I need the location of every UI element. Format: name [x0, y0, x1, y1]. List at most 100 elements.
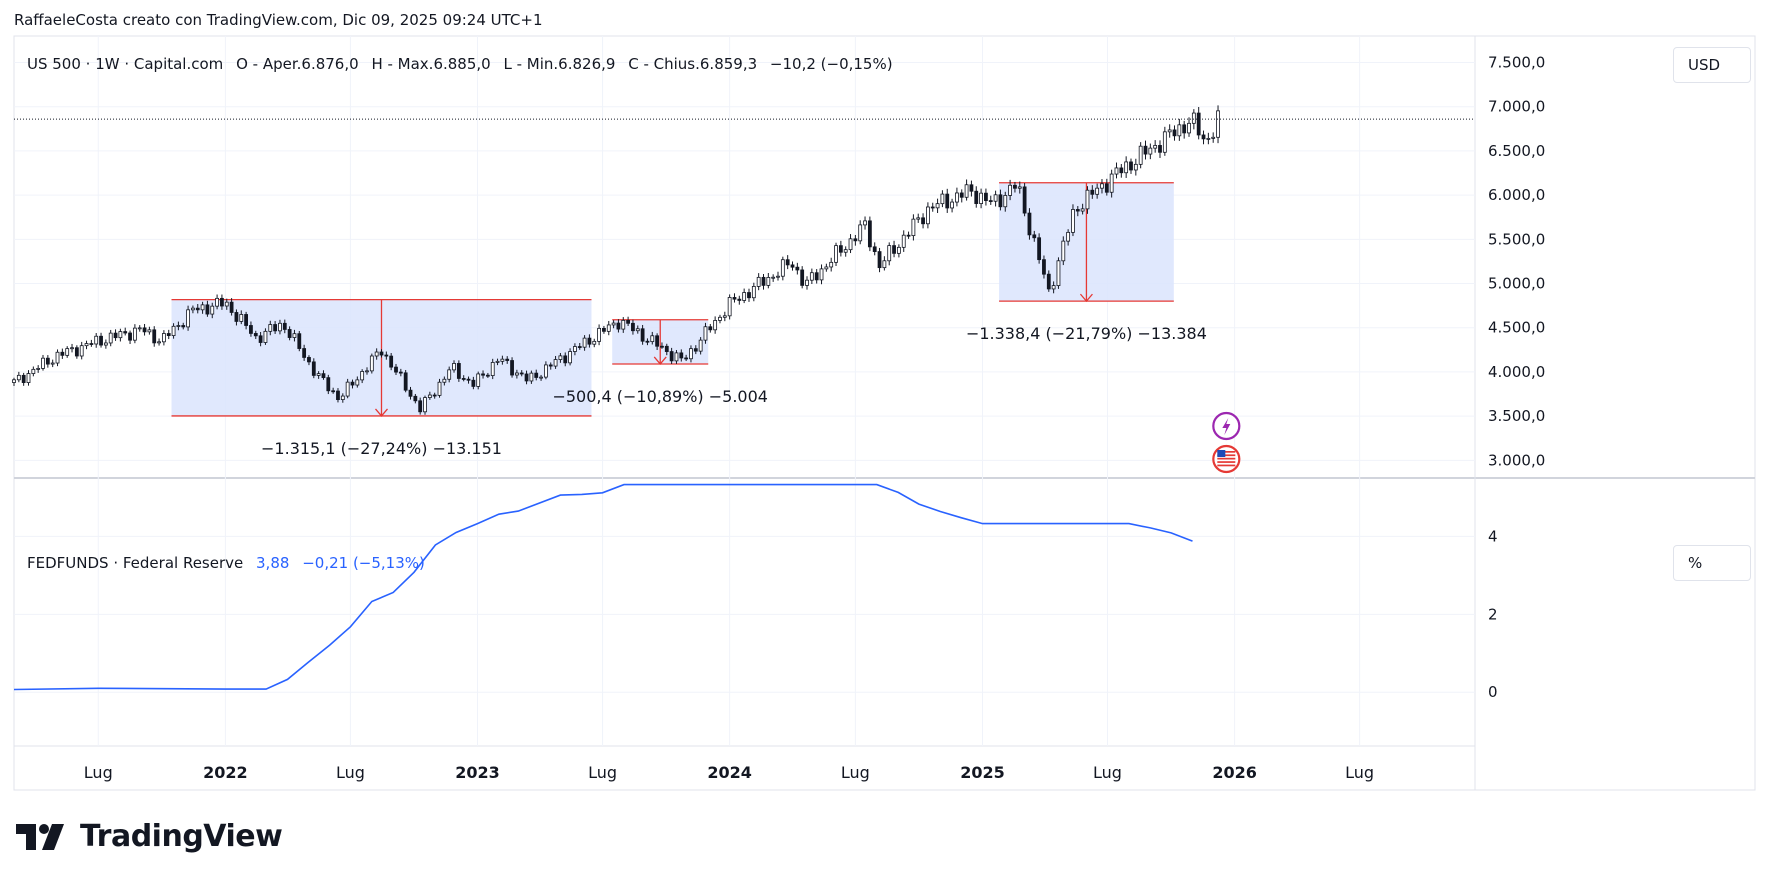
- candle: [302, 344, 307, 361]
- percent-button[interactable]: %: [1673, 545, 1751, 581]
- candle-body: [355, 379, 360, 386]
- candle-body: [790, 264, 795, 268]
- time-tick-label: 2024: [707, 763, 752, 782]
- candle-body: [1003, 195, 1008, 208]
- candle: [244, 311, 249, 330]
- candle-body: [766, 277, 771, 286]
- candle: [524, 370, 529, 385]
- candle: [534, 369, 539, 381]
- currency-button[interactable]: USD: [1673, 47, 1751, 83]
- price-tick-label: 4.500,0: [1488, 319, 1545, 337]
- candle-body: [751, 286, 756, 299]
- candle-body: [108, 332, 113, 344]
- candle: [273, 321, 278, 334]
- candle: [1187, 117, 1191, 137]
- candle-body: [713, 320, 718, 331]
- candle: [1061, 236, 1066, 266]
- candle: [374, 348, 379, 360]
- chart-canvas[interactable]: −1.315,1 (−27,24%) −13.151 −500,4 (−10,89…: [0, 0, 1772, 800]
- candle: [481, 370, 485, 379]
- candle: [896, 244, 901, 258]
- candle: [718, 314, 722, 324]
- candle: [824, 263, 829, 272]
- candle: [336, 388, 340, 403]
- candle: [979, 188, 983, 209]
- candle: [930, 202, 935, 212]
- candle-body: [485, 374, 490, 377]
- candle: [1013, 181, 1017, 193]
- candle: [432, 392, 437, 399]
- candle-body: [935, 203, 940, 209]
- candle-body: [1056, 260, 1061, 287]
- candle: [645, 338, 650, 346]
- candle-body: [45, 357, 50, 365]
- candle-body: [171, 325, 176, 336]
- candle: [1080, 203, 1085, 215]
- candle: [171, 323, 176, 339]
- candle: [89, 339, 94, 347]
- candle-body: [669, 351, 674, 362]
- candle-body: [481, 373, 485, 376]
- candle: [867, 216, 872, 252]
- candle: [1008, 179, 1013, 201]
- candle: [70, 343, 74, 353]
- candle: [780, 256, 785, 281]
- candle: [1085, 186, 1090, 214]
- candle: [684, 354, 689, 362]
- candle-body: [737, 298, 742, 301]
- candle: [423, 395, 427, 415]
- candle: [1124, 156, 1129, 178]
- symbol-label[interactable]: US 500 · 1W · Capital.com: [27, 55, 224, 73]
- candle-body: [181, 325, 186, 328]
- fedfunds-symbol[interactable]: FEDFUNDS · Federal Reserve: [27, 554, 244, 572]
- candle-body: [780, 259, 785, 277]
- candle-body: [1206, 137, 1211, 140]
- fedfunds-change: −0,21 (−5,13%): [302, 554, 425, 572]
- fedfunds-value: 3,88: [256, 554, 290, 572]
- grid-lines: [14, 36, 1475, 746]
- candle-body: [1022, 186, 1027, 214]
- candle: [689, 345, 693, 363]
- candle-body: [829, 261, 834, 268]
- tradingview-logo[interactable]: TradingView: [16, 819, 283, 854]
- candle: [660, 342, 664, 349]
- price-tick-label: 6.000,0: [1488, 186, 1545, 204]
- candle-body: [771, 276, 776, 279]
- candle: [544, 361, 548, 380]
- candle: [616, 319, 621, 333]
- candle: [1119, 164, 1124, 178]
- candle-body: [297, 333, 302, 349]
- candle-body: [331, 390, 336, 393]
- candle: [60, 348, 65, 359]
- candle-body: [998, 194, 1003, 208]
- candle-body: [437, 381, 442, 396]
- change-value: −10,2 (−0,15%): [769, 55, 893, 73]
- candle-body: [582, 337, 587, 348]
- fedfunds-series: [13, 483, 1193, 691]
- sub-legend[interactable]: FEDFUNDS · Federal Reserve 3,88 −0,21 (−…: [27, 554, 433, 572]
- main-legend[interactable]: US 500 · 1W · Capital.com O - Aper.6.876…: [27, 55, 901, 73]
- candle-body: [988, 200, 993, 202]
- candle-body: [635, 328, 640, 332]
- candle-body: [742, 292, 747, 301]
- candle: [1017, 181, 1022, 194]
- candle-body: [456, 363, 461, 379]
- candle-body: [215, 297, 219, 307]
- chart-frame: [13, 35, 1756, 791]
- price-range-2: −500,4 (−10,89%) −5.004: [552, 319, 768, 406]
- candle-body: [1143, 145, 1148, 155]
- candle: [365, 367, 369, 375]
- candle: [1172, 125, 1177, 141]
- candle-body: [128, 332, 132, 341]
- candle: [118, 328, 123, 342]
- candle-body: [1201, 134, 1206, 140]
- candle-body: [1017, 186, 1022, 189]
- candle: [74, 345, 79, 359]
- candle: [99, 332, 103, 348]
- candle: [674, 350, 679, 364]
- candle-body: [268, 324, 273, 332]
- candle-body: [916, 217, 921, 220]
- candle: [403, 370, 408, 393]
- candle-body: [945, 193, 950, 209]
- candle-body: [1027, 212, 1032, 236]
